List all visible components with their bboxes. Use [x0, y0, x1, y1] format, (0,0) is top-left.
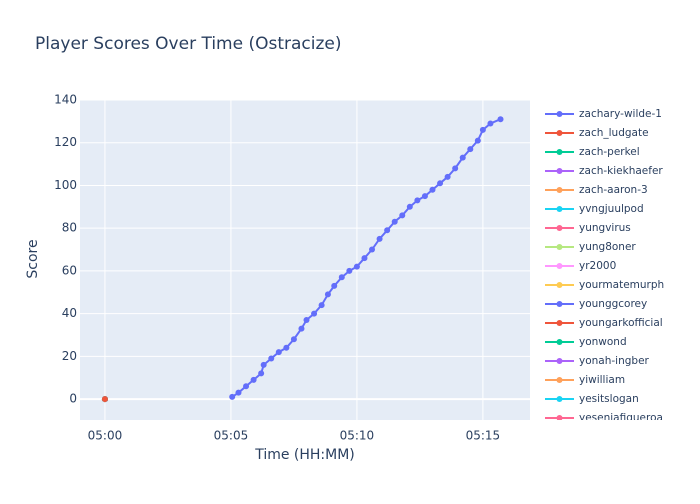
data-point: [497, 116, 504, 123]
data-point: [384, 227, 391, 234]
data-point: [474, 137, 481, 144]
legend-marker: [556, 320, 563, 326]
grid: [80, 99, 530, 420]
data-point: [318, 302, 325, 309]
data-point: [487, 120, 494, 127]
data-point: [303, 317, 310, 324]
data-point: [479, 126, 486, 133]
data-point: [298, 325, 305, 332]
legend-label[interactable]: zach-kiekhaefer: [579, 165, 663, 177]
legend-marker: [556, 301, 563, 307]
legend[interactable]: zachary-wilde-1 zach_ludgate zach-perkel za…: [545, 108, 664, 424]
legend-marker: [556, 187, 563, 193]
legend-marker: [556, 339, 563, 345]
x-tick-label: 05:10: [340, 429, 375, 443]
legend-label[interactable]: yourmatemurph: [579, 279, 664, 291]
data-point: [361, 255, 368, 262]
legend-label[interactable]: zach_ludgate: [579, 127, 649, 139]
data-point: [324, 291, 331, 298]
y-axis-title: Score: [25, 239, 41, 278]
data-point: [290, 336, 297, 343]
data-point: [275, 349, 282, 356]
legend-marker: [556, 358, 563, 364]
legend-label[interactable]: zachary-wilde-1: [579, 108, 662, 120]
data-point: [283, 344, 290, 351]
legend-label[interactable]: yr2000: [579, 260, 616, 272]
legend-marker: [556, 396, 563, 402]
data-point: [235, 389, 242, 396]
legend-marker: [556, 206, 563, 212]
data-point: [437, 180, 444, 187]
legend-label[interactable]: youngarkofficial: [579, 317, 663, 329]
legend-marker: [556, 415, 563, 420]
plot-area: [80, 100, 530, 420]
data-point: [376, 235, 383, 242]
y-tick-label: 120: [54, 135, 77, 149]
data-point: [353, 263, 360, 270]
legend-marker: [556, 111, 563, 117]
chart-title: Player Scores Over Time (Ostracize): [35, 34, 342, 54]
legend-marker: [556, 282, 563, 288]
legend-marker: [556, 225, 563, 231]
data-point: [399, 212, 406, 219]
data-point: [250, 376, 257, 383]
data-point: [268, 355, 275, 362]
data-point: [346, 267, 353, 274]
data-point: [311, 310, 318, 317]
legend-label[interactable]: yvngjuulpod: [579, 203, 644, 215]
legend-label[interactable]: yesenjafigueroa: [579, 412, 663, 424]
legend-marker: [556, 244, 563, 250]
legend-label[interactable]: yonah-ingber: [579, 355, 650, 367]
data-point: [444, 173, 451, 180]
data-point: [243, 383, 250, 390]
data-point: [258, 370, 265, 377]
data-point: [338, 274, 345, 281]
data-point: [260, 361, 267, 368]
legend-label[interactable]: yung8oner: [579, 241, 636, 253]
x-tick-label: 05:05: [214, 429, 249, 443]
y-tick-label: 80: [62, 221, 77, 235]
legend-marker: [556, 168, 563, 174]
y-tick-label: 0: [69, 392, 77, 406]
data-point: [331, 282, 338, 289]
legend-marker: [556, 377, 563, 383]
data-point: [369, 246, 376, 253]
legend-label[interactable]: zach-perkel: [579, 146, 640, 158]
legend-label[interactable]: yiwilliam: [579, 374, 625, 386]
plot: [101, 116, 504, 403]
y-tick-label: 60: [62, 263, 77, 277]
x-tick-label: 05:00: [88, 429, 123, 443]
y-tick-label: 40: [62, 306, 77, 320]
data-point: [406, 203, 413, 210]
data-point: [101, 396, 108, 403]
legend-marker: [556, 263, 563, 269]
legend-label[interactable]: yungvirus: [579, 222, 631, 234]
data-point: [429, 186, 436, 193]
y-tick-label: 100: [54, 178, 77, 192]
legend-label[interactable]: yesitslogan: [579, 393, 639, 405]
y-tick-label: 20: [62, 349, 77, 363]
data-point: [421, 193, 428, 200]
legend-marker: [556, 149, 563, 155]
data-point: [229, 393, 236, 400]
legend-label[interactable]: younggcorey: [579, 298, 647, 310]
x-tick-label: 05:15: [466, 429, 501, 443]
y-tick-label: 140: [54, 93, 77, 107]
legend-label[interactable]: zach-aaron-3: [579, 184, 648, 196]
legend-marker: [556, 130, 563, 136]
data-point: [452, 165, 459, 172]
data-point: [414, 197, 421, 204]
data-point: [459, 154, 466, 161]
data-point: [391, 218, 398, 225]
data-point: [467, 146, 474, 153]
legend-label[interactable]: yonwond: [579, 336, 627, 348]
x-axis-title: Time (HH:MM): [254, 447, 355, 463]
